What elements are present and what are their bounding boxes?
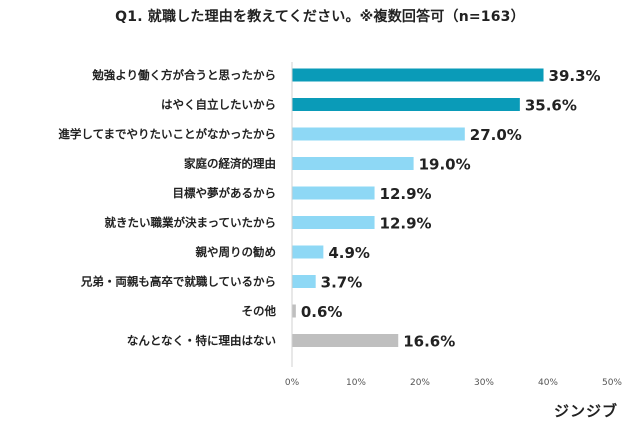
- value-label: 35.6%: [525, 97, 577, 115]
- x-tick-label: 40%: [538, 378, 558, 388]
- category-label: はやく自立したいから: [161, 98, 276, 112]
- value-label: 3.7%: [321, 274, 363, 292]
- bar: [292, 68, 544, 82]
- bar: [292, 304, 296, 318]
- value-label: 4.9%: [328, 244, 370, 262]
- x-tick-label: 20%: [410, 378, 430, 388]
- value-label: 12.9%: [380, 215, 432, 233]
- value-label: 39.3%: [549, 67, 601, 85]
- x-tick-label: 30%: [474, 378, 494, 388]
- value-label: 12.9%: [380, 185, 432, 203]
- category-label: 兄弟・両親も高卒で就職しているから: [80, 275, 276, 289]
- bar: [292, 127, 465, 141]
- x-tick-label: 0%: [285, 378, 300, 388]
- value-label: 0.6%: [301, 303, 343, 321]
- category-label: なんとなく・特に理由はない: [127, 334, 276, 348]
- category-label: 就きたい職業が決まっていたから: [105, 216, 276, 230]
- x-tick-label: 50%: [602, 378, 622, 388]
- bar: [292, 186, 375, 200]
- category-label: 進学してまでやりたいことがなかったから: [58, 127, 276, 141]
- bar: [292, 334, 399, 347]
- category-label: 勉強より働く方が合うと思ったから: [91, 68, 276, 82]
- x-tick-label: 10%: [346, 378, 366, 388]
- value-label: 19.0%: [419, 156, 471, 174]
- bar: [292, 157, 414, 170]
- chart-title: Q1. 就職した理由を教えてください。※複数回答可（n=163）: [115, 9, 525, 25]
- category-label: 家庭の経済的理由: [184, 157, 276, 171]
- category-label: 親や周りの勧め: [196, 245, 277, 259]
- bar: [292, 245, 324, 259]
- bar: [292, 216, 375, 229]
- bar: [292, 275, 316, 288]
- value-label: 16.6%: [403, 333, 455, 351]
- bar: [292, 98, 520, 111]
- category-label: その他: [242, 304, 277, 318]
- value-label: 27.0%: [470, 126, 522, 144]
- brand-logo: ジンジブ: [553, 402, 618, 420]
- category-label: 目標や夢があるから: [173, 186, 277, 200]
